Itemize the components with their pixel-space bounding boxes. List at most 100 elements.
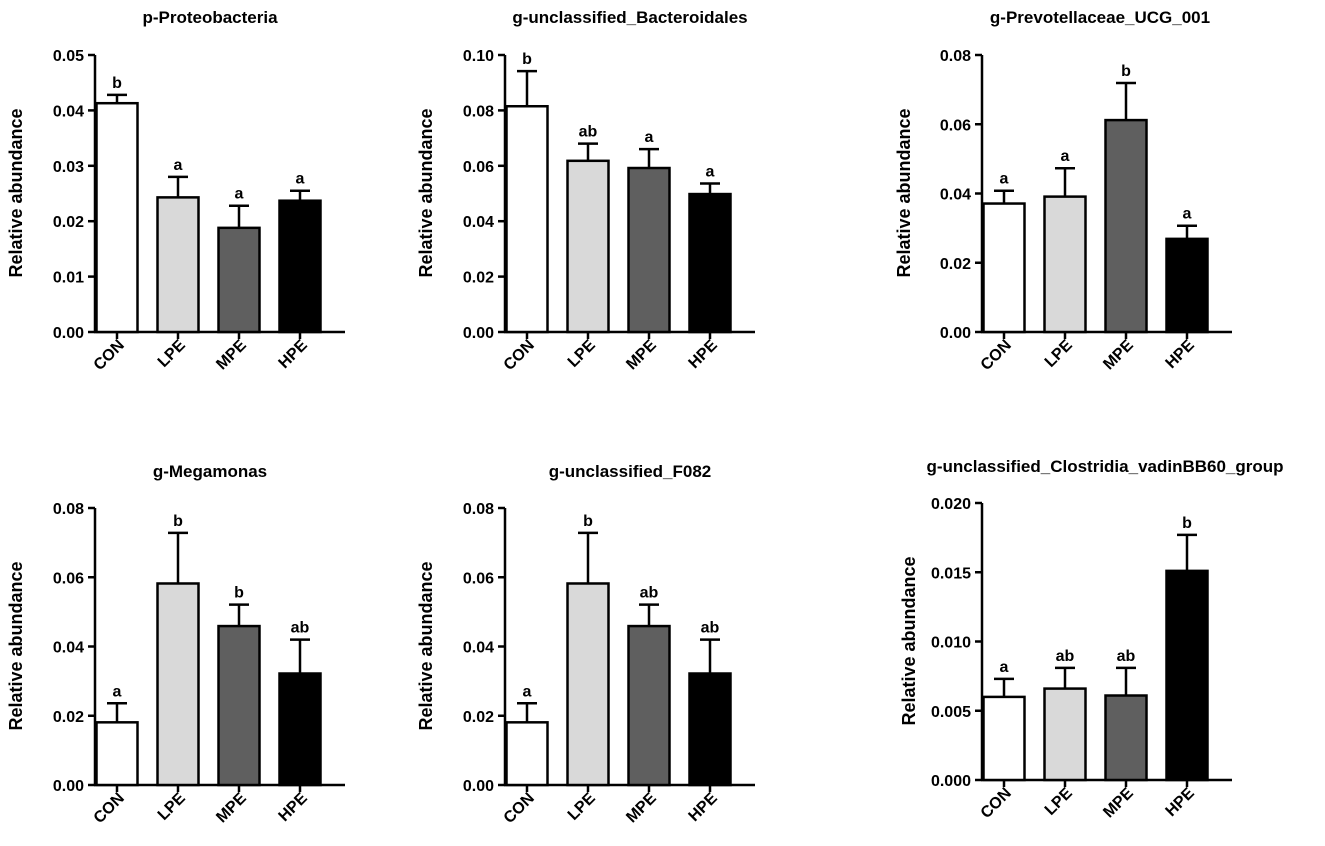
significance-label: ab [1117,648,1136,665]
significance-label: b [112,75,122,92]
category-label: MPE [213,790,250,827]
significance-label: ab [701,620,720,637]
panel-unclassified-f082: g-unclassified_F082 Relative abundance 0.0… [416,462,755,827]
category-label: LPE [1042,785,1076,819]
y-tick-label: 0.08 [463,103,494,120]
bar-mpe [627,166,671,334]
chart-title: g-Megamonas [153,462,267,481]
category-label: CON [978,337,1015,374]
y-tick-label: 0.06 [53,570,84,587]
significance-label: a [296,171,305,188]
y-tick-label: 0.04 [53,103,84,120]
bar-con [982,695,1026,782]
bar-lpe [1043,195,1087,334]
significance-label: a [706,164,715,181]
significance-label: b [173,513,183,530]
category-label: MPE [623,790,660,827]
bar-mpe [627,624,671,787]
category-label: MPE [1100,337,1137,374]
significance-label: ab [579,124,598,141]
y-tick-label: 0.00 [463,325,494,342]
y-tick-label: 0.04 [463,640,494,657]
bar-hpe [1165,569,1209,782]
y-tick-label: 0.08 [940,48,971,65]
bar-mpe [1104,694,1148,782]
y-tick-label: 0.02 [463,709,494,726]
y-tick-label: 0.02 [463,270,494,287]
significance-label: b [1121,63,1131,80]
y-tick-label: 0.03 [53,159,84,176]
y-tick-label: 0.020 [931,496,971,513]
bar-lpe [156,582,200,787]
y-tick-label: 0.10 [463,48,494,65]
category-label: LPE [565,337,599,371]
y-axis-label: Relative abundance [416,561,436,730]
bar-hpe [688,672,732,787]
chart-title: g-unclassified_Bacteroidales [512,8,747,27]
chart-title: g-Prevotellaceae_UCG_001 [990,8,1210,27]
bar-hpe [278,672,322,787]
significance-label: ab [291,620,310,637]
category-label: HPE [1163,337,1199,373]
y-tick-label: 0.05 [53,48,84,65]
y-tick-label: 0.010 [931,635,971,652]
significance-label: a [1061,148,1070,165]
bar-con [505,104,549,334]
category-label: LPE [565,790,599,824]
significance-label: a [1000,659,1009,676]
category-label: LPE [155,337,189,371]
y-tick-label: 0.00 [53,325,84,342]
panel-unclassified-clostridia-vadinbb60-group: g-unclassified_Clostridia_vadinBB60_grou… [899,457,1284,822]
category-label: MPE [213,337,250,374]
y-tick-label: 0.06 [463,159,494,176]
category-label: HPE [276,337,312,373]
y-tick-label: 0.000 [931,773,971,790]
panel-unclassified-bacteroidales: g-unclassified_Bacteroidales Relative abu… [416,8,755,374]
category-label: CON [978,785,1015,822]
bar-hpe [278,199,322,334]
category-label: LPE [1042,337,1076,371]
panel-proteobacteria: p-Proteobacteria Relative abundance 0.00 0.… [6,8,345,374]
category-label: MPE [623,337,660,374]
y-tick-label: 0.00 [463,778,494,795]
panel-megamonas: g-Megamonas Relative abundance 0.00 0.02 0.0… [6,462,345,827]
category-label: CON [91,337,128,374]
y-tick-label: 0.06 [940,117,971,134]
significance-label: b [583,513,593,530]
bar-con [982,202,1026,334]
significance-label: ab [640,585,659,602]
bar-lpe [566,582,610,787]
significance-label: b [1182,515,1192,532]
significance-label: a [113,683,122,700]
y-axis-label: Relative abundance [6,561,26,730]
category-label: HPE [276,790,312,826]
category-label: HPE [686,790,722,826]
y-axis-label: Relative abundance [894,108,914,277]
y-tick-label: 0.04 [53,640,84,657]
y-tick-label: 0.00 [53,778,84,795]
category-label: CON [91,790,128,827]
significance-label: b [234,585,244,602]
y-tick-label: 0.08 [463,501,494,518]
category-label: HPE [1163,785,1199,821]
y-tick-label: 0.04 [463,214,494,231]
chart-title: p-Proteobacteria [142,8,278,27]
y-tick-label: 0.04 [940,187,971,204]
bar-mpe [1104,118,1148,334]
y-tick-label: 0.01 [53,270,84,287]
significance-label: a [235,186,244,203]
bar-mpe [217,624,261,787]
y-tick-label: 0.005 [931,704,971,721]
bar-lpe [156,196,200,334]
bar-hpe [1165,237,1209,334]
significance-label: b [522,51,532,68]
significance-label: a [174,157,183,174]
significance-label: a [645,129,654,146]
bar-lpe [1043,687,1087,782]
significance-label: a [523,683,532,700]
y-axis-label: Relative abundance [416,108,436,277]
y-axis-label: Relative abundance [6,108,26,277]
bar-con [95,721,139,787]
panel-prevotellaceae-ucg-001: g-Prevotellaceae_UCG_001 Relative abundan… [894,8,1232,374]
